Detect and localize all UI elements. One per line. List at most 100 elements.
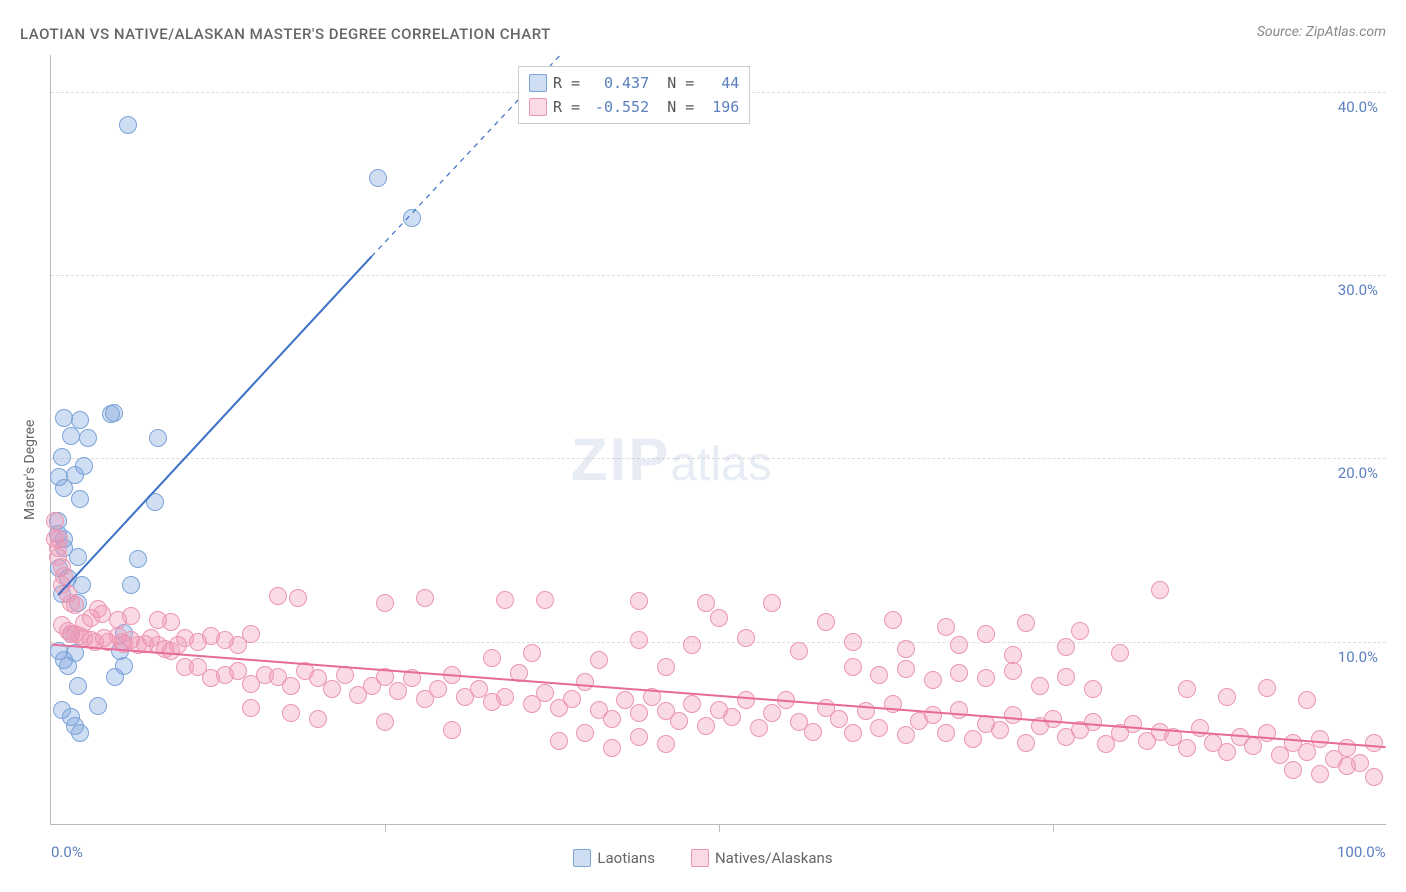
data-point (149, 429, 167, 447)
x-minor-tick (719, 824, 720, 832)
data-point (737, 629, 755, 647)
data-point (1057, 638, 1075, 656)
data-point (376, 668, 394, 686)
data-point (105, 404, 123, 422)
data-point (710, 609, 728, 627)
data-point (403, 669, 421, 687)
data-point (937, 724, 955, 742)
data-point (1057, 668, 1075, 686)
data-point (1191, 719, 1209, 737)
data-point (884, 611, 902, 629)
data-point (1218, 743, 1236, 761)
data-point (670, 712, 688, 730)
data-point (777, 691, 795, 709)
data-point (443, 721, 461, 739)
legend-row: R = 0.437 N = 44 (529, 71, 739, 95)
data-point (884, 695, 902, 713)
chart-title: LAOTIAN VS NATIVE/ALASKAN MASTER'S DEGRE… (20, 25, 551, 43)
series-legend: Laotians Natives/Alaskans (0, 848, 1406, 867)
data-point (870, 719, 888, 737)
data-point (576, 724, 594, 742)
data-point (924, 706, 942, 724)
data-point (1338, 739, 1356, 757)
data-point (66, 596, 84, 614)
y-tick-label: 20.0% (1338, 464, 1378, 482)
y-tick-label: 40.0% (1338, 98, 1378, 116)
data-point (937, 618, 955, 636)
data-point (369, 169, 387, 187)
data-point (1004, 662, 1022, 680)
data-point (603, 739, 621, 757)
data-point (69, 677, 87, 695)
data-point (62, 427, 80, 445)
data-point (844, 633, 862, 651)
data-point (496, 591, 514, 609)
data-point (69, 548, 87, 566)
data-point (991, 721, 1009, 739)
data-point (844, 724, 862, 742)
data-point (790, 642, 808, 660)
data-point (1178, 680, 1196, 698)
data-point (1084, 713, 1102, 731)
data-point (443, 666, 461, 684)
data-point (657, 735, 675, 753)
data-point (750, 719, 768, 737)
data-point (737, 691, 755, 709)
data-point (1365, 768, 1383, 786)
data-point (496, 688, 514, 706)
data-point (897, 640, 915, 658)
data-point (897, 660, 915, 678)
data-point (950, 636, 968, 654)
data-point (1004, 706, 1022, 724)
data-point (1298, 691, 1316, 709)
legend-row: R = -0.552 N = 196 (529, 95, 739, 119)
data-point (289, 589, 307, 607)
data-point (1004, 646, 1022, 664)
data-point (817, 613, 835, 631)
scatter-plot: ZIPatlas 10.0%20.0%30.0%40.0%0.0%100.0% (50, 55, 1386, 825)
data-point (1365, 734, 1383, 752)
data-point (46, 512, 64, 530)
data-point (657, 658, 675, 676)
data-point (870, 666, 888, 684)
data-point (106, 668, 124, 686)
data-point (1258, 679, 1276, 697)
data-point (309, 710, 327, 728)
data-point (1151, 581, 1169, 599)
watermark: ZIPatlas (571, 425, 772, 494)
data-point (897, 726, 915, 744)
data-point (697, 717, 715, 735)
data-point (630, 728, 648, 746)
data-point (630, 631, 648, 649)
data-point (523, 644, 541, 662)
data-point (510, 664, 528, 682)
data-point (376, 594, 394, 612)
data-point (55, 479, 73, 497)
data-point (857, 702, 875, 720)
data-point (964, 730, 982, 748)
gridline-h (51, 458, 1386, 459)
data-point (429, 680, 447, 698)
data-point (1258, 724, 1276, 742)
data-point (71, 411, 89, 429)
data-point (1311, 730, 1329, 748)
data-point (1284, 761, 1302, 779)
chart-source: Source: ZipAtlas.com (1257, 24, 1386, 40)
data-point (977, 669, 995, 687)
legend-item: Laotians (573, 849, 655, 867)
data-point (122, 576, 140, 594)
data-point (146, 493, 164, 511)
data-point (376, 713, 394, 731)
data-point (282, 677, 300, 695)
data-point (576, 673, 594, 691)
data-point (336, 666, 354, 684)
data-point (683, 636, 701, 654)
legend-item: Natives/Alaskans (691, 849, 833, 867)
data-point (1031, 677, 1049, 695)
data-point (79, 429, 97, 447)
y-tick-label: 30.0% (1338, 281, 1378, 299)
data-point (119, 116, 137, 134)
data-point (763, 594, 781, 612)
correlation-legend: R = 0.437 N = 44R = -0.552 N = 196 (518, 66, 750, 124)
data-point (122, 607, 140, 625)
